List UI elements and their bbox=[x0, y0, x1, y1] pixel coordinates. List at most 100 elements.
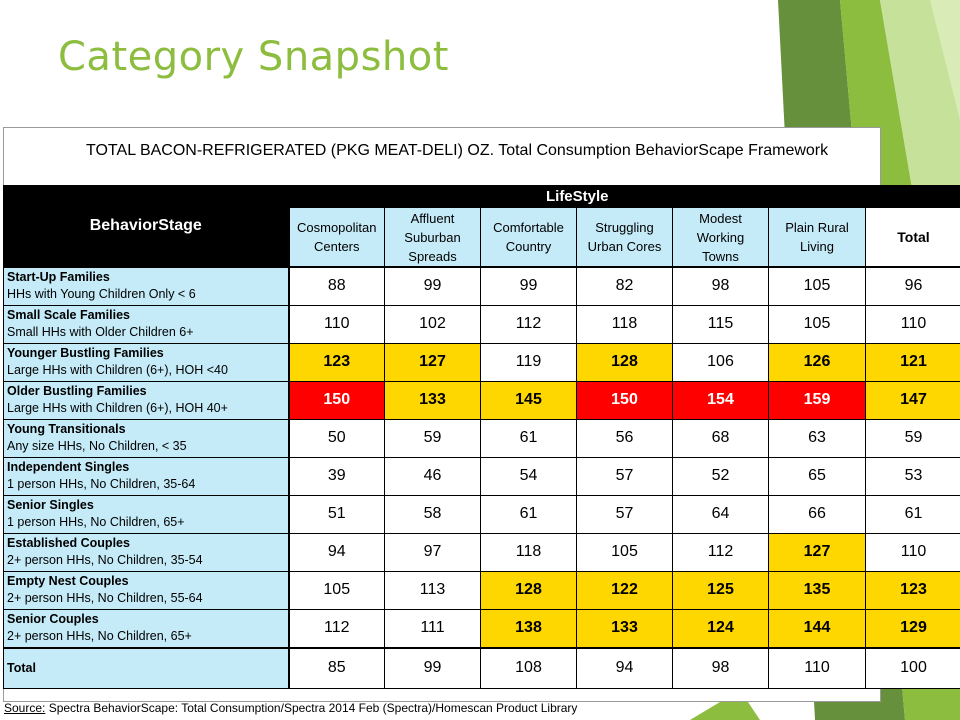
table-cell: 105 bbox=[576, 532, 673, 572]
table-row: Empty Nest Couples 2+ person HHs, No Chil… bbox=[3, 570, 960, 610]
decor-corner-light bbox=[930, 0, 960, 120]
table-row: Younger Bustling Families Large HHs with … bbox=[3, 342, 960, 382]
row-header: Start-Up Families HHs with Young Children… bbox=[3, 266, 290, 306]
table-cell: 122 bbox=[576, 570, 673, 610]
segment-name: Start-Up Families bbox=[7, 270, 110, 284]
table-cell: 124 bbox=[672, 608, 769, 648]
table-cell: 53 bbox=[865, 456, 960, 496]
segment-description: Small HHs with Older Children 6+ bbox=[7, 325, 194, 339]
table-cell: 99 bbox=[384, 647, 481, 689]
table-cell: 105 bbox=[288, 570, 385, 610]
table-cell: 150 bbox=[576, 380, 673, 420]
table-cell: 105 bbox=[768, 266, 866, 306]
table-cell: 94 bbox=[576, 647, 673, 689]
table-cell: 118 bbox=[576, 304, 673, 344]
table-cell: 94 bbox=[288, 532, 385, 572]
lifestyle-header-spacer bbox=[865, 185, 960, 208]
table-cell: 154 bbox=[672, 380, 769, 420]
table-cell: 59 bbox=[384, 418, 481, 458]
col-header-total: Total bbox=[865, 207, 960, 268]
table-cell: 99 bbox=[480, 266, 577, 306]
segment-description: Large HHs with Children (6+), HOH <40 bbox=[7, 363, 228, 377]
table-cell: 135 bbox=[768, 570, 866, 610]
lifestyle-header: LifeStyle bbox=[288, 185, 866, 208]
table-cell: 110 bbox=[288, 304, 385, 344]
table-cell: 118 bbox=[480, 532, 577, 572]
table-row: Small Scale Families Small HHs with Older… bbox=[3, 304, 960, 344]
segment-description: 2+ person HHs, No Children, 55-64 bbox=[7, 591, 203, 605]
segment-description: Any size HHs, No Children, < 35 bbox=[7, 439, 187, 453]
segment-description: 1 person HHs, No Children, 35-64 bbox=[7, 477, 196, 491]
row-header: Established Couples 2+ person HHs, No Chi… bbox=[3, 532, 290, 572]
row-header: Younger Bustling Families Large HHs with … bbox=[3, 342, 290, 382]
table-cell: 50 bbox=[288, 418, 385, 458]
table-cell: 111 bbox=[384, 608, 481, 648]
col-header-struggling-urban-cores: Struggling Urban Cores bbox=[576, 207, 673, 268]
table-title: TOTAL BACON-REFRIGERATED (PKG MEAT-DELI)… bbox=[86, 142, 829, 159]
table-cell: 110 bbox=[865, 532, 960, 572]
table-cell: 82 bbox=[576, 266, 673, 306]
table-cell: 112 bbox=[672, 532, 769, 572]
table-cell: 61 bbox=[480, 494, 577, 534]
row-header: Empty Nest Couples 2+ person HHs, No Chil… bbox=[3, 570, 290, 610]
row-header: Senior Singles 1 person HHs, No Children,… bbox=[3, 494, 290, 534]
table-row: Senior Singles 1 person HHs, No Children,… bbox=[3, 494, 960, 534]
table-cell: 112 bbox=[480, 304, 577, 344]
table-cell: 65 bbox=[768, 456, 866, 496]
behaviorstage-header: BehaviorStage bbox=[3, 185, 290, 268]
table-cell: 56 bbox=[576, 418, 673, 458]
table-cell: 88 bbox=[288, 266, 385, 306]
table-cell: 102 bbox=[384, 304, 481, 344]
table-row: Older Bustling Families Large HHs with Ch… bbox=[3, 380, 960, 420]
table-cell: 96 bbox=[865, 266, 960, 306]
table-cell: 110 bbox=[865, 304, 960, 344]
table-cell: 129 bbox=[865, 608, 960, 648]
table-cell: 123 bbox=[865, 570, 960, 610]
table-cell: 123 bbox=[288, 342, 385, 382]
table-cell: 57 bbox=[576, 456, 673, 496]
table-cell: 127 bbox=[384, 342, 481, 382]
table-cell: 58 bbox=[384, 494, 481, 534]
table-cell: 125 bbox=[672, 570, 769, 610]
table-cell: 66 bbox=[768, 494, 866, 534]
table-cell: 61 bbox=[865, 494, 960, 534]
table-cell: 119 bbox=[480, 342, 577, 382]
table-cell: 100 bbox=[865, 647, 960, 689]
table-cell: 112 bbox=[288, 608, 385, 648]
table-cell: 133 bbox=[576, 608, 673, 648]
segment-name: Independent Singles bbox=[7, 460, 130, 474]
row-header: Young Transitionals Any size HHs, No Chil… bbox=[3, 418, 290, 458]
col-header-cosmopolitan-centers: Cosmopolitan Centers bbox=[288, 207, 385, 268]
table-cell: 106 bbox=[672, 342, 769, 382]
source-label: Source: bbox=[4, 701, 46, 715]
segment-name: Younger Bustling Families bbox=[7, 346, 164, 360]
table-cell: 110 bbox=[768, 647, 866, 689]
table-row: Established Couples 2+ person HHs, No Chi… bbox=[3, 532, 960, 572]
table-cell: 105 bbox=[768, 304, 866, 344]
table-cell: 68 bbox=[672, 418, 769, 458]
table-cell: 63 bbox=[768, 418, 866, 458]
segment-description: Large HHs with Children (6+), HOH 40+ bbox=[7, 401, 228, 415]
row-header: Independent Singles 1 person HHs, No Chil… bbox=[3, 456, 290, 496]
table-cell: 128 bbox=[480, 570, 577, 610]
table-cell: 145 bbox=[480, 380, 577, 420]
segment-name: Established Couples bbox=[7, 536, 130, 550]
table-cell: 147 bbox=[865, 380, 960, 420]
table-row: Senior Couples 2+ person HHs, No Children… bbox=[3, 608, 960, 648]
slide-title: Category Snapshot bbox=[58, 34, 449, 80]
table-cell: 64 bbox=[672, 494, 769, 534]
segment-name: Empty Nest Couples bbox=[7, 574, 129, 588]
table-cell: 121 bbox=[865, 342, 960, 382]
table-cell: 127 bbox=[768, 532, 866, 572]
segment-description: 1 person HHs, No Children, 65+ bbox=[7, 515, 185, 529]
table-cell: 46 bbox=[384, 456, 481, 496]
segment-description: HHs with Young Children Only < 6 bbox=[7, 287, 196, 301]
table-cell: 138 bbox=[480, 608, 577, 648]
behaviorscape-table: BehaviorStage LifeStyle Cosmopolitan Cent… bbox=[3, 185, 960, 689]
total-row-label: Total bbox=[3, 647, 290, 689]
table-cell: 150 bbox=[288, 380, 385, 420]
table-cell: 39 bbox=[288, 456, 385, 496]
table-cell: 113 bbox=[384, 570, 481, 610]
row-header: Older Bustling Families Large HHs with Ch… bbox=[3, 380, 290, 420]
table-cell: 54 bbox=[480, 456, 577, 496]
